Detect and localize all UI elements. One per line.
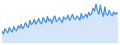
line <box>2 4 118 34</box>
chart <box>0 0 120 45</box>
area-fill <box>2 4 118 43</box>
plot-area <box>2 4 118 43</box>
